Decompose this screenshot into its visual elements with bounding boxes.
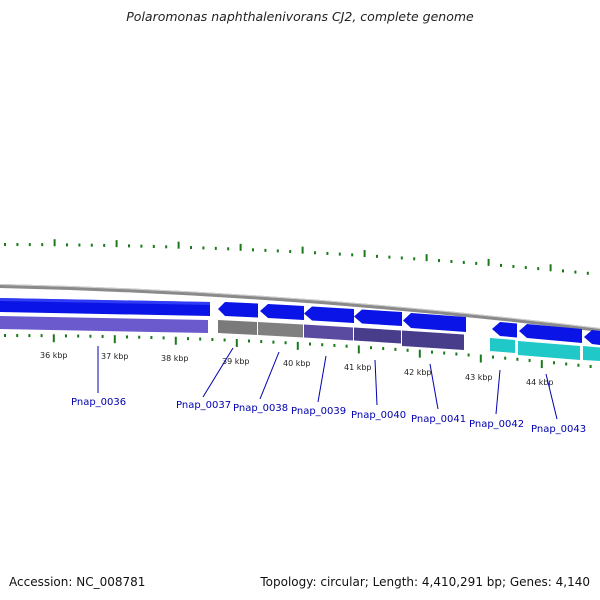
genome-backbone-highlight [0, 284, 600, 329]
gene-bar-pnap-0037[interactable] [218, 302, 258, 318]
cog-bar-pnap-0037 [218, 320, 257, 335]
gc-content-track-inner [4, 334, 592, 369]
gene-label-pnap-0036[interactable]: Pnap_0036 [71, 397, 126, 408]
cog-bar-pnap-0040 [354, 327, 401, 344]
gene-bar-pnap-0039[interactable] [304, 306, 354, 324]
scale-label-36: 36 kbp [40, 351, 68, 360]
topology-text: Topology: circular; Length: 4,410,291 bp… [260, 575, 590, 589]
gene-label-pnap-0038[interactable]: Pnap_0038 [233, 403, 288, 414]
gene-label-pnap-0039[interactable]: Pnap_0039 [291, 406, 346, 417]
scale-label-43: 43 kbp [465, 373, 493, 382]
scale-label-40: 40 kbp [283, 359, 311, 368]
scale-label-39: 39 kbp [222, 357, 250, 366]
accession-text: Accession: NC_008781 [9, 575, 146, 589]
cog-bar-pnap-0039 [304, 324, 353, 341]
gene-label-pnap-0042[interactable]: Pnap_0042 [469, 419, 524, 430]
gene-bar-pnap-0043[interactable] [519, 324, 582, 343]
gene-label-pnap-0041[interactable]: Pnap_0041 [411, 414, 466, 425]
gene-bar-pnap-0038[interactable] [260, 304, 304, 320]
gene-label-leaders [97, 346, 558, 420]
map-title: Polaromonas naphthalenivorans CJ2, compl… [126, 9, 474, 24]
gene-bar-shine [0, 298, 210, 305]
scale-label-41: 41 kbp [344, 363, 372, 372]
cog-bar-pnap-0036 [0, 316, 208, 333]
gene-bar-next[interactable] [584, 330, 600, 345]
gene-bar-pnap-0041[interactable] [403, 313, 466, 332]
cog-bar-next [583, 346, 600, 361]
cog-bar-pnap-0041 [402, 330, 464, 350]
genome-backbone [0, 284, 600, 332]
scale-label-42: 42 kbp [404, 368, 432, 377]
gc-skew-track-outer [4, 239, 589, 275]
scale-label-37: 37 kbp [101, 352, 129, 361]
gene-label-pnap-0037[interactable]: Pnap_0037 [176, 400, 231, 411]
gene-bar-pnap-0040[interactable] [354, 309, 402, 327]
scale-label-44: 44 kbp [526, 378, 554, 387]
cog-bar-pnap-0038 [258, 322, 303, 338]
cog-bar-pnap-0042 [490, 338, 515, 353]
gene-label-pnap-0040[interactable]: Pnap_0040 [351, 410, 406, 421]
cog-bar-pnap-0043 [518, 341, 580, 360]
gene-bar-pnap-0042[interactable] [492, 322, 517, 338]
gene-label-pnap-0043[interactable]: Pnap_0043 [531, 424, 586, 435]
scale-label-38: 38 kbp [161, 354, 189, 363]
